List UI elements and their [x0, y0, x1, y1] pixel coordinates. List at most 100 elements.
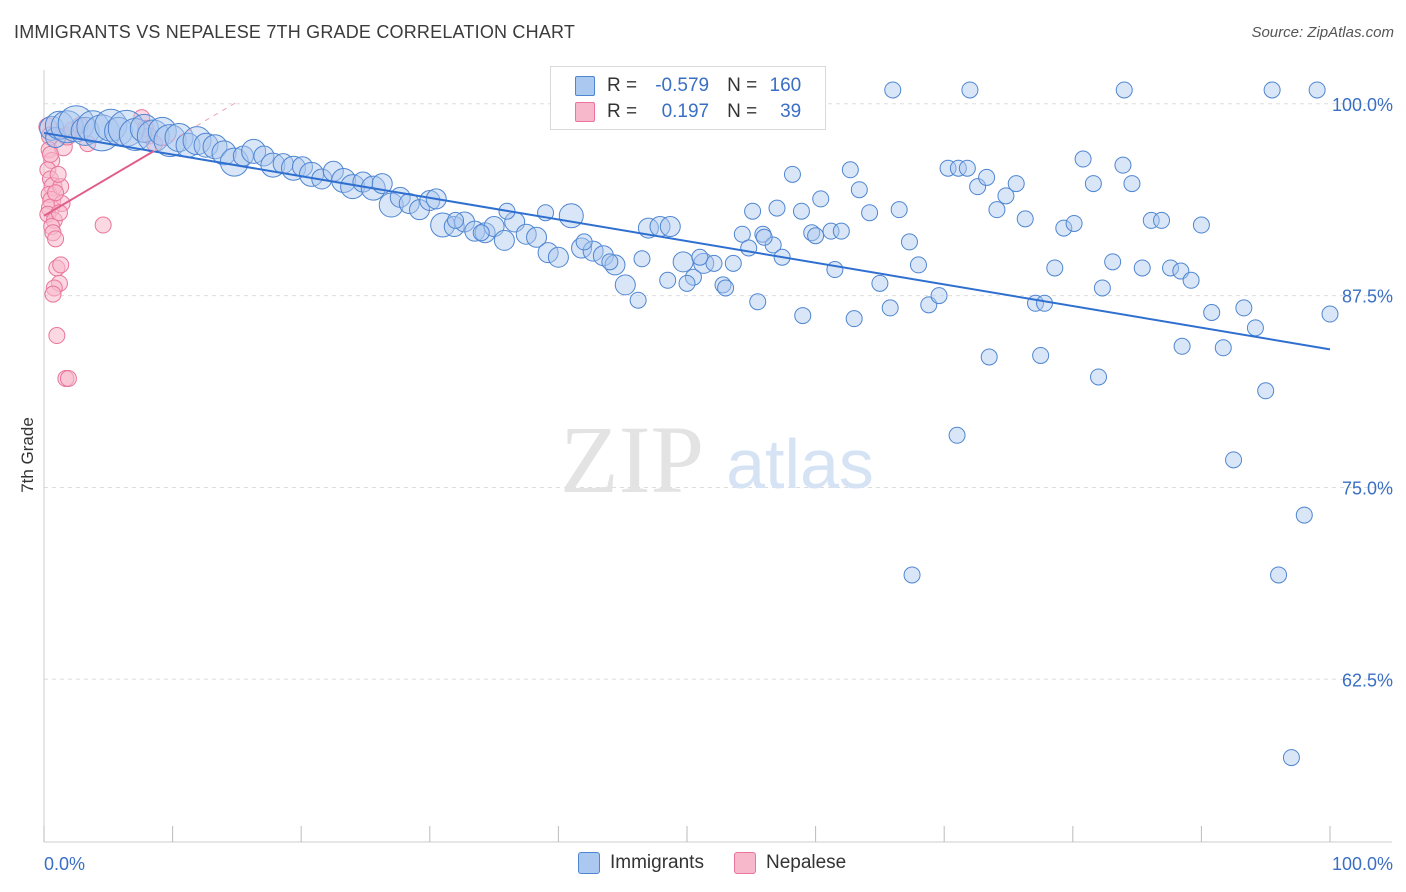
immigrants-point — [717, 279, 735, 297]
immigrants-point — [812, 190, 830, 208]
immigrants-point — [526, 226, 548, 248]
legend-n-key: N = — [727, 75, 758, 96]
legend-row-nepalese: R = 0.197 N = 39 — [575, 101, 801, 123]
nepalese-trend-extension — [153, 101, 238, 152]
immigrants-point — [961, 81, 979, 99]
immigrants-point — [783, 165, 801, 183]
immigrants-point — [1084, 175, 1102, 193]
immigrants-point — [447, 211, 465, 229]
immigrants-point — [939, 159, 957, 177]
nepalese-point — [41, 145, 59, 163]
immigrants-point — [1016, 210, 1034, 228]
nepalese-point — [94, 216, 112, 234]
immigrants-point — [1046, 259, 1064, 277]
axes — [43, 70, 1392, 843]
immigrants-point — [1090, 368, 1108, 386]
immigrants-point — [1142, 211, 1160, 229]
immigrants-point — [153, 124, 187, 158]
x-tick-label-min: 0.0% — [44, 854, 85, 874]
immigrants-point — [601, 253, 619, 271]
immigrants-point — [705, 254, 723, 272]
immigrants-point — [537, 242, 559, 264]
legend-n-value: 160 — [769, 75, 802, 96]
immigrants-point — [443, 216, 465, 238]
bottom-legend: Immigrants Nepalese — [578, 852, 876, 874]
immigrants-point — [1123, 175, 1141, 193]
immigrants-point — [969, 178, 987, 196]
immigrants-point — [691, 248, 709, 266]
immigrants-point — [744, 202, 762, 220]
nepalese-point — [47, 184, 65, 202]
immigrants-point — [1007, 175, 1025, 193]
legend-r-key: R = — [607, 75, 638, 96]
nepalese-point — [48, 327, 66, 345]
immigrants-point — [909, 256, 927, 274]
immigrants-point — [1225, 451, 1243, 469]
immigrants-point — [253, 145, 275, 167]
nepalese-point — [52, 256, 70, 274]
watermark-atlas: atlas — [726, 425, 874, 503]
immigrants-point — [980, 348, 998, 366]
immigrants-point — [684, 268, 702, 286]
immigrants-point — [1182, 271, 1200, 289]
y-tick-label: 87.5% — [1342, 287, 1393, 307]
nepalese-swatch — [575, 102, 595, 122]
immigrants-point — [1173, 337, 1191, 355]
source-label: Source: ZipAtlas.com — [1251, 24, 1394, 41]
immigrants-point — [978, 168, 996, 186]
immigrants-point — [861, 204, 879, 222]
bottom-legend-nepalese: Nepalese — [733, 852, 847, 874]
immigrants-point — [76, 110, 110, 144]
nepalese-swatch — [733, 852, 756, 874]
immigrants-point — [949, 159, 967, 177]
immigrants-point — [693, 252, 715, 274]
immigrants-trend-line — [43, 131, 1331, 351]
legend-r-value: 0.197 — [661, 101, 710, 122]
immigrants-point — [547, 246, 569, 268]
bottom-legend-label: Nepalese — [765, 852, 847, 873]
immigrants-point — [832, 222, 850, 240]
immigrants-point — [1246, 319, 1264, 337]
immigrants-point — [1115, 81, 1133, 99]
immigrants-point — [884, 81, 902, 99]
immigrants-point — [558, 203, 584, 229]
immigrants-point — [850, 181, 868, 199]
bottom-legend-immigrants: Immigrants — [578, 852, 704, 874]
immigrants-point — [1257, 382, 1275, 400]
y-tick-label: 100.0% — [1332, 95, 1393, 115]
legend-n-key: N = — [727, 101, 758, 122]
immigrants-point — [1162, 259, 1180, 277]
immigrants-point — [582, 240, 604, 262]
immigrants-point — [1192, 216, 1210, 234]
nepalese-point — [44, 285, 62, 303]
gridlines — [44, 103, 1392, 680]
chart-title: IMMIGRANTS VS NEPALESE 7TH GRADE CORRELA… — [14, 22, 576, 42]
immigrants-point — [841, 161, 859, 179]
immigrants-point — [1093, 279, 1111, 297]
immigrants-point — [740, 239, 758, 257]
immigrants-point — [930, 287, 948, 305]
immigrants-point — [1295, 506, 1313, 524]
immigrants-point — [472, 224, 490, 242]
immigrants-point — [633, 250, 651, 268]
immigrants-point — [493, 229, 515, 251]
immigrants-point — [1114, 156, 1132, 174]
immigrants-point — [948, 426, 966, 444]
immigrants-point — [678, 274, 696, 292]
immigrants-point — [826, 261, 844, 279]
immigrants-point — [672, 251, 694, 273]
immigrants-point — [614, 274, 636, 296]
immigrants-point — [755, 228, 773, 246]
immigrants-point — [724, 254, 742, 272]
immigrants-point — [749, 293, 767, 311]
immigrants-point — [768, 199, 786, 217]
immigrants-point — [1153, 211, 1171, 229]
x-tick-label-max: 100.0% — [1332, 854, 1393, 874]
immigrants-swatch — [578, 852, 600, 874]
immigrants-point — [202, 134, 228, 160]
legend-r-value: -0.579 — [655, 75, 710, 96]
legend-r-key: R = — [607, 101, 638, 122]
immigrants-point — [807, 227, 825, 245]
immigrants-point — [575, 233, 593, 251]
